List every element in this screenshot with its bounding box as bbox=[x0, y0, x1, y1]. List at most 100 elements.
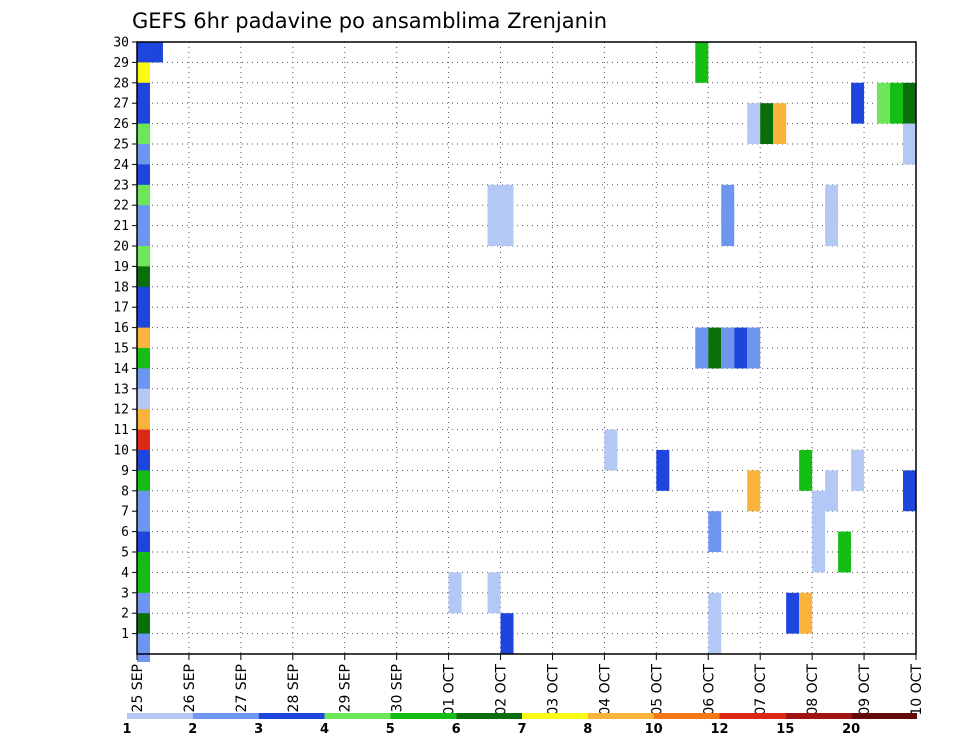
heatmap-cell bbox=[448, 572, 462, 614]
heatmap-cell bbox=[656, 450, 670, 491]
plot-frame bbox=[136, 41, 917, 655]
heatmap-cell bbox=[500, 205, 514, 246]
colorbar-label: 4 bbox=[320, 722, 329, 737]
colorbar-segment bbox=[522, 713, 588, 719]
y-tick-label: 13 bbox=[113, 382, 129, 397]
y-tick-label: 7 bbox=[121, 505, 129, 520]
x-tick-label: 08 OCT bbox=[805, 664, 821, 716]
x-axis: 25 SEP 26 SEP 27 SEP 28 SEP 29 SEP 30 SEP 01 O… bbox=[130, 654, 925, 716]
heatmap-cell bbox=[487, 572, 501, 614]
x-tick-label: 29 SEP bbox=[338, 664, 354, 712]
y-tick-label: 26 bbox=[113, 117, 129, 132]
y-tick-label: 18 bbox=[113, 280, 129, 295]
heatmap-cell bbox=[695, 42, 709, 83]
y-tick-label: 10 bbox=[113, 444, 129, 459]
heatmap-cell bbox=[747, 103, 761, 144]
heatmap-cell bbox=[604, 429, 618, 471]
y-tick-label: 23 bbox=[113, 178, 129, 193]
x-tick-label: 30 SEP bbox=[390, 664, 406, 712]
x-tick-label: 07 OCT bbox=[753, 664, 769, 716]
colorbar-label: 8 bbox=[583, 722, 592, 737]
colorbar-label: 10 bbox=[645, 722, 663, 737]
heatmap-cell bbox=[695, 327, 709, 369]
x-tick-label: 09 OCT bbox=[857, 664, 873, 716]
heatmap-cell bbox=[890, 82, 904, 124]
heatmap-cell bbox=[786, 592, 800, 634]
heatmap-cell bbox=[799, 450, 813, 491]
colorbar-segment bbox=[851, 713, 917, 719]
colorbar-label: 5 bbox=[386, 722, 395, 737]
heatmap-cell bbox=[825, 205, 839, 246]
colorbar-segment bbox=[192, 713, 259, 719]
x-tick-label: 03 OCT bbox=[545, 664, 561, 716]
y-tick-label: 17 bbox=[113, 301, 129, 316]
x-tick-label: 10 OCT bbox=[909, 664, 925, 716]
y-tick-label: 27 bbox=[113, 97, 129, 112]
x-tick-label: 26 SEP bbox=[182, 664, 198, 712]
heatmap-cell bbox=[903, 82, 916, 124]
y-tick-label: 4 bbox=[121, 566, 129, 581]
heatmap-cell bbox=[812, 531, 826, 573]
heatmap-cell bbox=[877, 82, 891, 124]
heatmap-cell bbox=[734, 327, 748, 369]
heatmap-cell bbox=[799, 592, 813, 634]
colorbar-label: 1 bbox=[122, 722, 131, 737]
x-tick-label: 28 SEP bbox=[286, 664, 302, 712]
heatmap-cell bbox=[708, 327, 722, 369]
y-tick-label: 22 bbox=[113, 199, 129, 214]
x-tick-label: 01 OCT bbox=[442, 664, 458, 716]
y-tick-label: 29 bbox=[113, 56, 129, 71]
x-tick-label: 04 OCT bbox=[597, 664, 613, 716]
y-tick-label: 5 bbox=[121, 546, 129, 561]
x-tick-label: 25 SEP bbox=[130, 664, 146, 712]
heatmap-cell bbox=[708, 511, 722, 552]
colorbar-segment bbox=[653, 713, 720, 719]
colorbar-label: 2 bbox=[188, 722, 197, 737]
y-tick-label: 15 bbox=[113, 342, 129, 357]
data-cells bbox=[137, 42, 916, 662]
y-tick-label: 20 bbox=[113, 240, 129, 255]
heatmap-cell bbox=[851, 450, 865, 491]
y-tick-label: 28 bbox=[113, 76, 129, 91]
y-tick-label: 8 bbox=[121, 484, 129, 499]
heatmap-cell bbox=[149, 42, 163, 63]
colorbar-segment bbox=[390, 713, 457, 719]
colorbar-segment bbox=[587, 713, 654, 719]
grid-lines bbox=[137, 42, 916, 654]
x-tick-label: 06 OCT bbox=[701, 664, 717, 716]
y-tick-label: 12 bbox=[113, 403, 129, 418]
heatmap-cell bbox=[903, 470, 916, 512]
heatmap-cell bbox=[487, 205, 501, 246]
y-tick-label: 24 bbox=[113, 158, 129, 173]
x-tick-label: 02 OCT bbox=[494, 664, 510, 716]
heatmap-cell bbox=[851, 82, 865, 124]
colorbar-label: 12 bbox=[710, 722, 728, 737]
heatmap-cell bbox=[838, 531, 852, 573]
colorbar-label: 6 bbox=[452, 722, 461, 737]
colorbar-label: 3 bbox=[254, 722, 263, 737]
y-tick-label: 2 bbox=[121, 607, 129, 622]
colorbar-label: 7 bbox=[517, 722, 526, 737]
heatmap-cell bbox=[773, 103, 787, 144]
heatmap-cell bbox=[760, 103, 774, 144]
heatmap-cell bbox=[903, 123, 916, 165]
y-tick-label: 19 bbox=[113, 260, 129, 275]
y-tick-label: 1 bbox=[121, 627, 129, 642]
y-tick-label: 25 bbox=[113, 138, 129, 153]
heatmap-cell bbox=[137, 633, 150, 662]
colorbar-label: 15 bbox=[776, 722, 794, 737]
y-tick-label: 6 bbox=[121, 525, 129, 540]
y-axis: 3029282726252423222120191817161514131211… bbox=[113, 36, 137, 642]
x-tick-label: 27 SEP bbox=[234, 664, 250, 712]
colorbar-segment bbox=[785, 713, 852, 719]
x-tick-label: 05 OCT bbox=[649, 664, 665, 716]
y-tick-label: 21 bbox=[113, 219, 129, 234]
y-tick-label: 30 bbox=[113, 36, 129, 51]
heatmap-cell bbox=[708, 613, 722, 654]
colorbar-segment bbox=[258, 713, 325, 719]
chart-title: GEFS 6hr padavine po ansamblima Zrenjani… bbox=[132, 9, 607, 33]
y-tick-label: 14 bbox=[113, 362, 129, 377]
colorbar-segment bbox=[456, 713, 522, 719]
y-tick-label: 16 bbox=[113, 321, 129, 336]
